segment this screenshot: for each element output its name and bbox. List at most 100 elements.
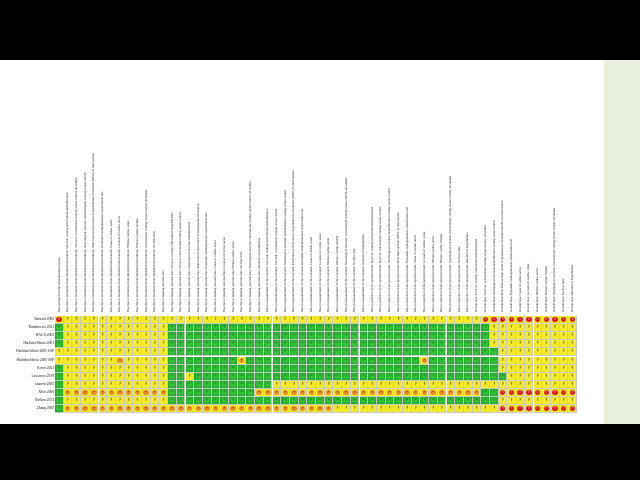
judgement-symbol: + bbox=[308, 333, 315, 339]
judgement-symbol: ? bbox=[449, 317, 452, 321]
judgement-symbol: + bbox=[186, 357, 193, 363]
judgement-symbol: × bbox=[517, 389, 523, 396]
judgement-cell: + bbox=[394, 397, 403, 406]
judgement-cell: + bbox=[168, 356, 177, 365]
column-header: Bias in selection of the reported result… bbox=[439, 233, 444, 312]
judgement-symbol: + bbox=[204, 373, 210, 380]
judgement-cell: + bbox=[385, 364, 395, 373]
judgement-cell: ? bbox=[550, 356, 560, 365]
judgement-symbol: + bbox=[256, 341, 262, 347]
judgement-symbol: ? bbox=[527, 365, 530, 370]
judgement-symbol: ? bbox=[92, 373, 95, 378]
judgement-cell: + bbox=[350, 332, 360, 341]
judgement-cell: ? bbox=[115, 340, 125, 349]
judgement-symbol: + bbox=[186, 381, 193, 388]
judgement-cell: + bbox=[289, 397, 299, 406]
judgement-symbol: − bbox=[273, 389, 280, 396]
judgement-symbol: + bbox=[413, 398, 419, 404]
judgement-symbol: ? bbox=[380, 381, 382, 386]
judgement-symbol: + bbox=[212, 389, 219, 396]
judgement-cell: ? bbox=[533, 340, 543, 349]
judgement-symbol: ? bbox=[423, 317, 426, 321]
judgement-symbol: + bbox=[247, 381, 254, 388]
judgement-cell: + bbox=[455, 348, 464, 357]
judgement-cell: + bbox=[359, 348, 369, 357]
judgement-symbol: + bbox=[247, 325, 254, 331]
judgement-symbol: + bbox=[326, 398, 332, 404]
judgement-cell: + bbox=[263, 332, 273, 341]
judgement-cell: − bbox=[420, 388, 430, 397]
judgement-cell: ? bbox=[72, 356, 82, 365]
judgement-cell: + bbox=[342, 372, 351, 381]
judgement-symbol: + bbox=[386, 398, 393, 404]
judgement-symbol: ? bbox=[153, 325, 156, 330]
judgement-symbol: + bbox=[178, 341, 184, 347]
judgement-cell: ? bbox=[490, 380, 499, 389]
judgement-symbol: ? bbox=[110, 341, 113, 346]
judgement-symbol: + bbox=[421, 398, 428, 404]
study-label: Nielsen 2013 bbox=[34, 398, 54, 402]
judgement-symbol: + bbox=[378, 325, 384, 331]
judgement-cell: + bbox=[211, 340, 221, 349]
judgement-cell: − bbox=[159, 405, 169, 414]
judgement-cell: + bbox=[255, 356, 264, 365]
judgement-cell: + bbox=[481, 348, 490, 357]
judgement-cell: ? bbox=[63, 356, 73, 365]
judgement-symbol: + bbox=[395, 398, 402, 404]
judgement-symbol: ? bbox=[110, 373, 113, 378]
judgement-symbol: + bbox=[230, 333, 236, 339]
study-label: Mori 2006 bbox=[38, 389, 54, 394]
judgement-cell: ? bbox=[142, 372, 151, 381]
column-header: Bias in selection of the reported result… bbox=[456, 246, 461, 312]
judgement-symbol: + bbox=[299, 373, 306, 380]
judgement-cell: + bbox=[350, 397, 360, 406]
judgement-cell: + bbox=[168, 332, 177, 341]
column-header: Bias in measurement of the outcome: Neur… bbox=[282, 189, 287, 312]
judgement-symbol: + bbox=[430, 341, 436, 347]
judgement-cell: − bbox=[89, 388, 99, 397]
judgement-cell: ? bbox=[142, 397, 151, 406]
judgement-cell: × bbox=[524, 405, 534, 414]
judgement-symbol: + bbox=[447, 398, 454, 404]
judgement-cell: + bbox=[490, 356, 499, 365]
judgement-symbol: ? bbox=[562, 381, 565, 386]
judgement-symbol: + bbox=[212, 333, 219, 339]
judgement-symbol: + bbox=[299, 349, 306, 355]
judgement-cell: + bbox=[429, 340, 438, 349]
judgement-cell: ? bbox=[107, 397, 116, 406]
judgement-cell: + bbox=[229, 348, 238, 357]
judgement-symbol: ? bbox=[554, 341, 556, 346]
judgement-symbol: ? bbox=[162, 373, 165, 378]
judgement-cell: + bbox=[237, 348, 247, 357]
judgement-symbol: + bbox=[195, 365, 201, 371]
judgement-cell: ? bbox=[72, 332, 82, 341]
judgement-symbol: ? bbox=[353, 406, 356, 411]
judgement-symbol: + bbox=[456, 349, 462, 355]
judgement-cell: + bbox=[394, 332, 403, 341]
judgement-symbol: ? bbox=[110, 381, 113, 386]
judgement-cell: + bbox=[246, 372, 256, 381]
judgement-symbol: + bbox=[221, 365, 228, 371]
judgement-cell: ? bbox=[124, 397, 134, 406]
column-header: Bias in measurement of the outcome: Dura… bbox=[361, 234, 365, 312]
judgement-cell: + bbox=[298, 372, 308, 381]
judgement-cell: − bbox=[342, 388, 351, 397]
judgement-cell: + bbox=[229, 397, 238, 406]
judgement-cell: + bbox=[237, 388, 247, 397]
judgement-symbol: + bbox=[360, 325, 367, 331]
judgement-symbol: + bbox=[343, 341, 349, 347]
judgement-symbol: + bbox=[282, 373, 288, 380]
side-panel bbox=[604, 60, 640, 424]
judgement-symbol: ? bbox=[58, 349, 60, 354]
judgement-symbol: + bbox=[195, 381, 201, 388]
judgement-cell: − bbox=[446, 388, 456, 397]
judgement-symbol: + bbox=[291, 373, 297, 380]
judgement-symbol: ? bbox=[127, 349, 130, 354]
judgement-symbol: ? bbox=[440, 381, 443, 386]
judgement-symbol: × bbox=[56, 317, 62, 323]
judgement-symbol: + bbox=[299, 357, 306, 363]
judgement-cell: + bbox=[255, 348, 264, 357]
judgement-cell: + bbox=[411, 332, 421, 341]
column-header: Bias due to deviations from intended int… bbox=[91, 153, 96, 312]
judgement-symbol: + bbox=[56, 341, 62, 347]
